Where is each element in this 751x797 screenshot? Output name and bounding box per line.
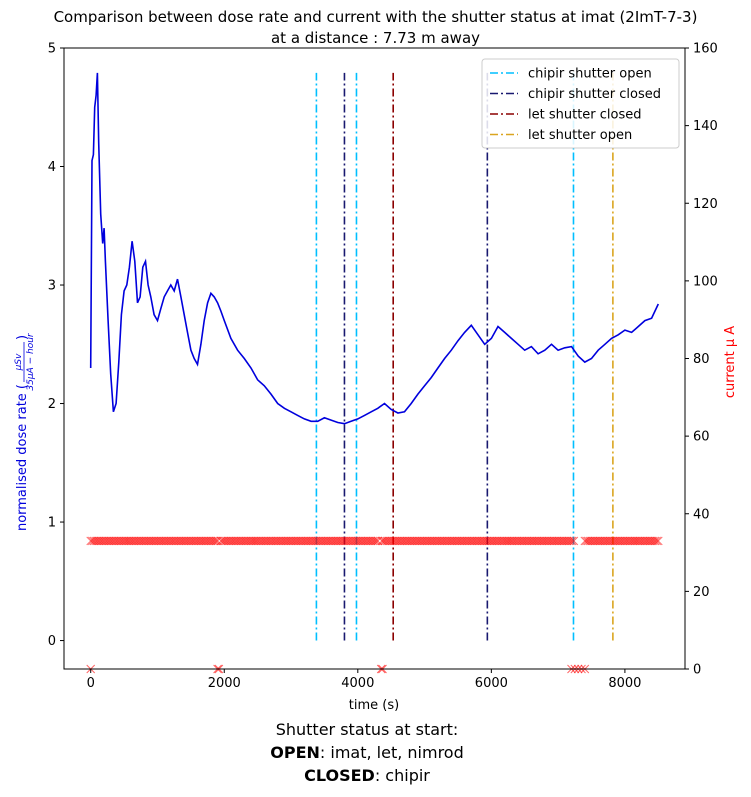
x-tick-label: 8000 [608,676,641,691]
y-right-tick-label: 60 [693,430,710,445]
current-point-3 [650,536,660,546]
shutter-vlines [315,72,614,641]
y-right-tick-label: 80 [693,352,710,367]
chart-title-line-1: Comparison between dose rate and current… [53,8,698,26]
caption-line-1: Shutter status at start: [275,720,459,739]
y-right-tick-label: 140 [693,119,718,134]
x-tick-label: 6000 [475,676,508,691]
caption-open-label: OPEN [270,743,320,762]
axes: 0 2000 4000 6000 8000 0 1 2 3 4 5 0 20 40 60 80 100 120 14… [48,42,718,692]
current-point-3 [653,536,663,546]
x-tick-label: 4000 [341,676,374,691]
current-point-1 [370,536,379,546]
legend-entry-label: let shutter closed [528,108,642,123]
current-point-0 [209,536,219,546]
left-axis-label-prefix: normalised dose rate ( [15,384,30,531]
current-point-2 [566,536,575,546]
x-tick-label: 2000 [208,676,241,691]
y-right-tick-label: 0 [693,663,701,678]
y-left-tick-label: 1 [48,516,56,531]
y-left-tick-label: 3 [48,279,56,294]
caption-open-values: : imat, let, nimrod [319,743,464,762]
y-left-tick-label: 2 [48,397,56,412]
legend-entry-label: chipir shutter closed [528,87,661,102]
y-left-tick-label: 5 [48,42,56,57]
y-right-tick-label: 120 [693,197,718,212]
chart-title-line-2: at a distance : 7.73 m away [270,29,481,47]
y-right-tick-label: 100 [693,274,718,289]
y-right-tick-label: 20 [693,585,710,600]
legend-box [481,58,680,149]
dose-rate-line [89,72,660,425]
x-axis-label: time (s) [349,698,399,713]
current-series [86,536,663,674]
left-axis-label-suffix: ) [15,335,30,340]
caption-open-line: OPEN: imat, let, nimrod [0,743,734,762]
legend: chipir shutter open chipir shutter closed… [481,58,680,149]
right-axis-label: current μ A [723,326,738,398]
left-axis-label: normalised dose rate ( μSv 35μA − hour ) [14,332,36,531]
current-point-3 [652,536,661,546]
legend-entry-label: chipir shutter open [528,67,652,82]
caption-closed-line: CLOSED: chipir [0,766,734,785]
left-axis-label-numerator: μSv [14,353,24,371]
x-tick-label: 0 [87,676,95,691]
dose-series [89,72,660,425]
current-point-2 [569,536,579,546]
y-right-tick-label: 160 [693,42,718,57]
caption-closed-values: : chipir [374,766,430,785]
caption-closed-label: CLOSED [304,766,375,785]
y-right-tick-label: 40 [693,507,710,522]
legend-entry-label: let shutter open [528,128,632,143]
y-left-tick-label: 0 [48,634,56,649]
left-axis-label-denominator: 35μA − hour [26,332,36,391]
current-point-2 [567,536,577,546]
y-left-tick-label: 4 [48,160,56,175]
